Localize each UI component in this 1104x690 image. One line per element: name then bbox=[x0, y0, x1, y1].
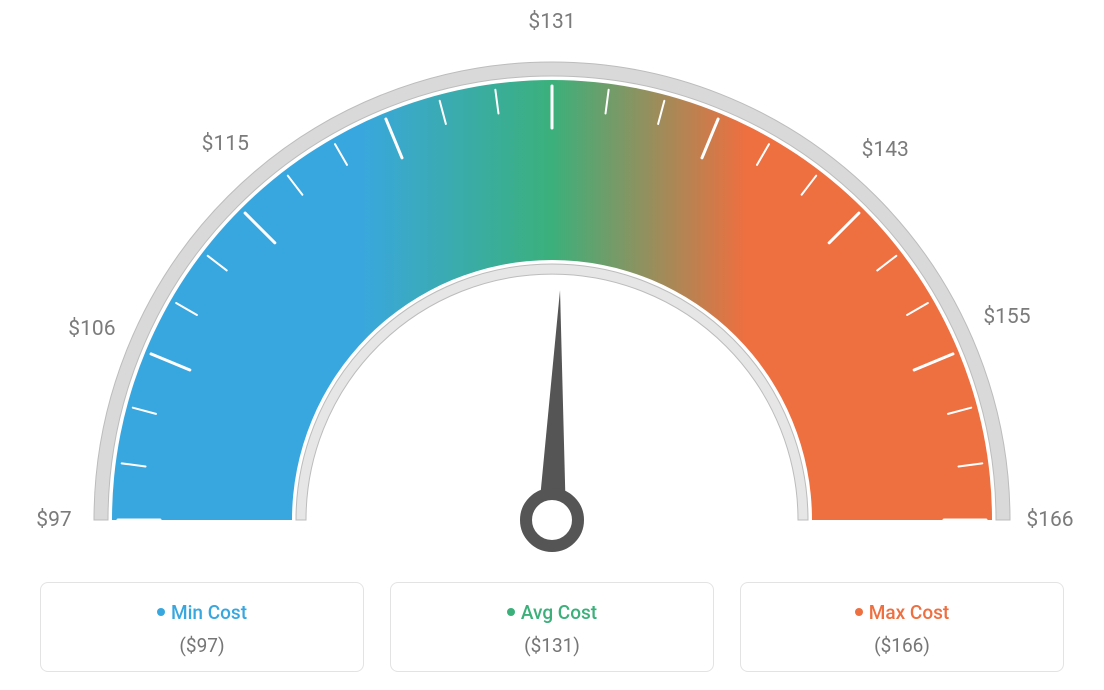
gauge-tick-label: $115 bbox=[202, 132, 249, 156]
gauge-tick-label: $155 bbox=[983, 305, 1030, 329]
legend-avg-label: Avg Cost bbox=[521, 601, 597, 624]
legend-min-value: ($97) bbox=[51, 634, 353, 657]
gauge-tick-label: $143 bbox=[862, 138, 909, 162]
gauge-tick-label: $106 bbox=[68, 317, 115, 341]
legend-card-min: Min Cost ($97) bbox=[40, 582, 364, 672]
legend-row: Min Cost ($97) Avg Cost ($131) Max Cost … bbox=[40, 582, 1064, 672]
legend-max-label: Max Cost bbox=[869, 601, 949, 624]
legend-avg-value: ($131) bbox=[401, 634, 703, 657]
legend-avg-title: Avg Cost bbox=[401, 601, 703, 624]
gauge-tick-label: $166 bbox=[1026, 508, 1073, 532]
legend-min-label: Min Cost bbox=[171, 601, 247, 624]
legend-card-max: Max Cost ($166) bbox=[740, 582, 1064, 672]
gauge-tick-label: $131 bbox=[528, 10, 575, 34]
legend-min-title: Min Cost bbox=[51, 601, 353, 624]
gauge-svg bbox=[0, 0, 1104, 560]
dot-icon bbox=[855, 608, 863, 616]
legend-max-title: Max Cost bbox=[751, 601, 1053, 624]
dot-icon bbox=[157, 608, 165, 616]
gauge-tick-label: $97 bbox=[36, 508, 71, 532]
gauge-chart: $97 $106 $115 $131 $143 $155 $166 bbox=[0, 0, 1104, 560]
legend-max-value: ($166) bbox=[751, 634, 1053, 657]
legend-card-avg: Avg Cost ($131) bbox=[390, 582, 714, 672]
dot-icon bbox=[507, 608, 515, 616]
